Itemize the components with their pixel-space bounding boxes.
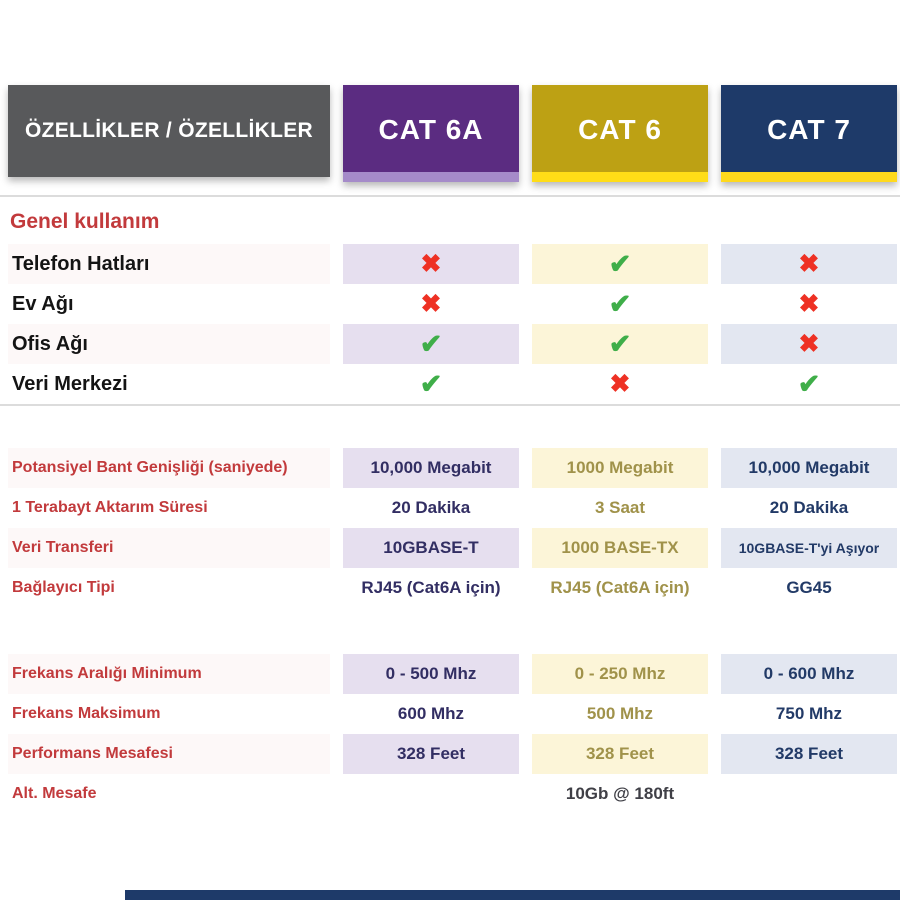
spec-value: 750 Mhz <box>775 704 843 723</box>
spec-value: 10GBASE-T <box>343 528 519 568</box>
spec-value <box>343 774 519 814</box>
usage-cell: ✔ <box>343 364 519 404</box>
spec-row-label: Bağlayıcı Tipi <box>12 579 115 596</box>
cross-icon: ✖ <box>420 289 442 318</box>
spec-row-label: Performans Mesafesi <box>8 734 330 774</box>
column-header-cat6-label: CAT 6 <box>578 113 662 145</box>
features-header: ÖZELLİKLER / ÖZELLİKLER <box>8 85 330 177</box>
cross-icon: ✖ <box>420 249 442 278</box>
spec-value: 20 Dakika <box>769 498 849 517</box>
spec-row: Frekans Maksimum 600 Mhz 500 Mhz 750 Mhz <box>8 694 891 734</box>
spec-value: 600 Mhz <box>397 704 465 723</box>
spec-value: 20 Dakika <box>391 498 471 517</box>
spec-value: 1000 Megabit <box>532 448 708 488</box>
usage-cell: ✖ <box>721 284 897 324</box>
spec-row-label: Frekans Maksimum <box>12 705 161 722</box>
cat6-header-accent-strip <box>532 172 708 182</box>
usage-cell: ✔ <box>532 284 708 324</box>
frequency-rows: Frekans Aralığı Minimum 0 - 500 Mhz 0 - 25… <box>0 654 900 814</box>
features-header-label: ÖZELLİKLER / ÖZELLİKLER <box>24 119 314 142</box>
usage-row: Veri Merkezi ✔ ✖ ✔ <box>8 364 891 404</box>
usage-cell: ✖ <box>343 244 519 284</box>
cat7-header-accent-strip <box>721 172 897 182</box>
usage-cell: ✖ <box>343 284 519 324</box>
usage-cell: ✔ <box>532 244 708 284</box>
spec-value: 10Gb @ 180ft <box>565 784 675 803</box>
spec-row: Frekans Aralığı Minimum 0 - 500 Mhz 0 - 25… <box>8 654 897 694</box>
spec-value: 3 Saat <box>594 498 646 517</box>
section-title-general-usage: Genel kullanım <box>10 210 160 233</box>
spec-value: RJ45 (Cat6A için) <box>550 578 690 597</box>
usage-row: Telefon Hatları ✖ ✔ ✖ <box>8 244 897 284</box>
spec-value: 0 - 250 Mhz <box>532 654 708 694</box>
general-section-divider <box>0 404 900 406</box>
spec-value: 500 Mhz <box>586 704 654 723</box>
spec-value: 328 Feet <box>721 734 897 774</box>
spec-row: Alt. Mesafe 10Gb @ 180ft <box>8 774 891 814</box>
check-icon: ✔ <box>608 288 632 319</box>
spec-row-label: Frekans Aralığı Minimum <box>8 654 330 694</box>
usage-cell: ✖ <box>721 244 897 284</box>
bottom-bar <box>125 890 900 900</box>
usage-cell: ✔ <box>343 324 519 364</box>
spec-value: 10GBASE-T'yi Aşıyor <box>721 528 897 568</box>
spec-value: 328 Feet <box>532 734 708 774</box>
usage-row-label: Ofis Ağı <box>8 324 330 364</box>
spec-row-label: Alt. Mesafe <box>12 785 97 802</box>
spec-value: 10,000 Megabit <box>343 448 519 488</box>
column-header-cat6a: CAT 6A <box>343 85 519 182</box>
spec-row: Potansiyel Bant Genişliği (saniyede) 10,0… <box>8 448 897 488</box>
table-header: ÖZELLİKLER / ÖZELLİKLER CAT 6A CAT 6 CAT… <box>8 85 897 182</box>
usage-cell: ✖ <box>721 324 897 364</box>
check-icon: ✔ <box>797 368 821 399</box>
usage-row: Ev Ağı ✖ ✔ ✖ <box>8 284 891 324</box>
check-icon: ✔ <box>419 368 443 399</box>
spec-value: 328 Feet <box>343 734 519 774</box>
general-usage-rows: Telefon Hatları ✖ ✔ ✖ Ev Ağı ✖ ✔ ✖ Ofis Ağı ✔ ✔ ✖ Ve… <box>0 244 900 404</box>
header-divider <box>0 195 900 197</box>
usage-cell: ✖ <box>532 364 708 404</box>
cross-icon: ✖ <box>798 249 820 278</box>
cross-icon: ✖ <box>798 289 820 318</box>
spec-row-label: 1 Terabayt Aktarım Süresi <box>12 499 208 516</box>
usage-row-label: Telefon Hatları <box>8 244 330 284</box>
spec-row: Performans Mesafesi 328 Feet 328 Feet 328 F… <box>8 734 897 774</box>
column-header-cat7: CAT 7 <box>721 85 897 182</box>
spec-value: 0 - 500 Mhz <box>343 654 519 694</box>
usage-cell: ✔ <box>721 364 897 404</box>
spec-value: GG45 <box>786 578 832 597</box>
check-icon: ✔ <box>419 328 443 359</box>
usage-row: Ofis Ağı ✔ ✔ ✖ <box>8 324 897 364</box>
spec-value: RJ45 (Cat6A için) <box>361 578 501 597</box>
cat6a-header-accent-strip <box>343 172 519 182</box>
spec-value: 10,000 Megabit <box>721 448 897 488</box>
spec-value: 0 - 600 Mhz <box>721 654 897 694</box>
check-icon: ✔ <box>608 248 632 279</box>
column-header-cat7-label: CAT 7 <box>767 113 851 145</box>
cross-icon: ✖ <box>609 369 631 398</box>
spec-row: Bağlayıcı Tipi RJ45 (Cat6A için) RJ45 (Cat… <box>8 568 891 608</box>
column-header-cat6: CAT 6 <box>532 85 708 182</box>
spec-row-label: Veri Transferi <box>8 528 330 568</box>
spec-row: 1 Terabayt Aktarım Süresi 20 Dakika 3 Saat… <box>8 488 891 528</box>
usage-row-label: Ev Ağı <box>12 292 74 315</box>
column-header-cat6a-label: CAT 6A <box>378 113 484 145</box>
check-icon: ✔ <box>608 328 632 359</box>
spec-row: Veri Transferi 10GBASE-T 1000 BASE-TX 10GBA… <box>8 528 897 568</box>
spec-value: 1000 BASE-TX <box>532 528 708 568</box>
spec-value <box>721 774 897 814</box>
cross-icon: ✖ <box>798 329 820 358</box>
usage-cell: ✔ <box>532 324 708 364</box>
spec-rows: Potansiyel Bant Genişliği (saniyede) 10,0… <box>0 448 900 608</box>
spec-row-label: Potansiyel Bant Genişliği (saniyede) <box>8 448 330 488</box>
usage-row-label: Veri Merkezi <box>12 372 128 395</box>
